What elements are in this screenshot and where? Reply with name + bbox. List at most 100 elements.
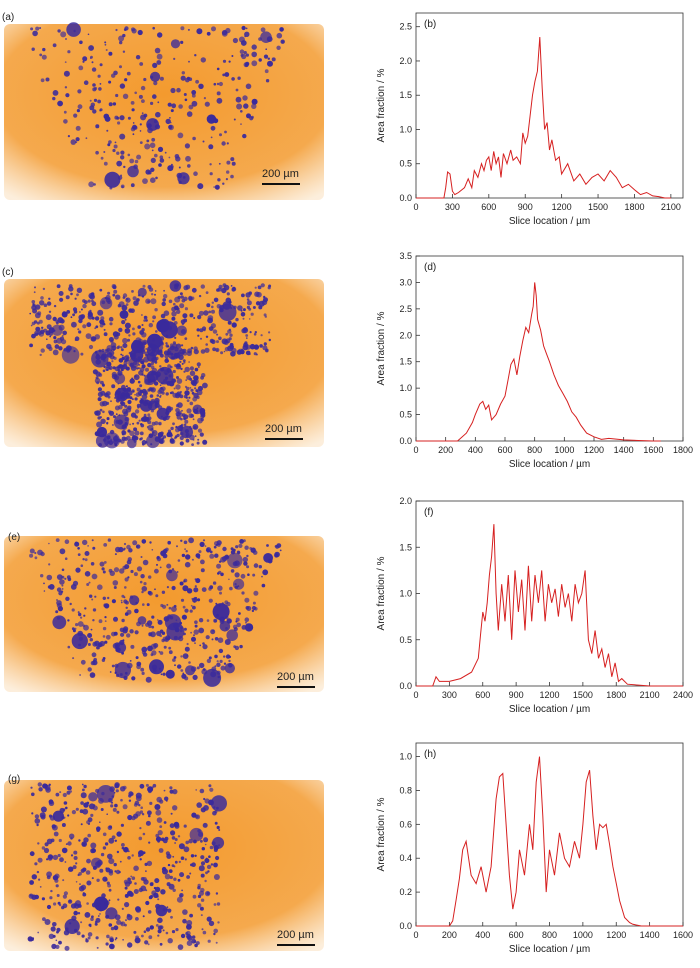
plot-frame xyxy=(415,255,684,442)
x-tick-label: 2100 xyxy=(640,690,660,700)
series-line xyxy=(416,524,683,687)
chart-f: 0 300 600 900 1200 1500 1800 2100 2400 0.0 0.5 1.0 1… xyxy=(370,493,695,728)
tomogram-c: (c) 200 µm xyxy=(0,265,330,457)
x-tick-label: 1000 xyxy=(573,930,593,940)
y-tick-label: 1.5 xyxy=(399,90,412,100)
x-tick-label: 1800 xyxy=(624,202,644,212)
pore-cluster xyxy=(27,782,227,951)
x-axis-title: Slice location / µm xyxy=(509,216,590,227)
y-tick-label: 1.0 xyxy=(399,124,412,134)
x-tick-label: 600 xyxy=(509,930,524,940)
x-tick-label: 0 xyxy=(413,690,418,700)
series-line xyxy=(416,36,671,199)
x-tick-label: 1400 xyxy=(640,930,660,940)
tomogram-a-image xyxy=(4,22,324,200)
y-tick-label: 2.0 xyxy=(399,56,412,66)
x-tick-label: 2400 xyxy=(673,690,693,700)
x-tick-label: 400 xyxy=(468,445,483,455)
y-tick-label: 0.5 xyxy=(399,410,412,420)
y-tick-label: 0.4 xyxy=(399,853,412,863)
y-tick-label: 3.0 xyxy=(399,277,412,287)
y-tick-label: 0.0 xyxy=(399,921,412,931)
chart-b-svg: 0 300 600 900 1200 1500 1800 2100 0.0 0.5 1.0 1.5 2.… xyxy=(376,12,684,227)
tomogram-g-image xyxy=(4,780,324,951)
x-tick-label: 600 xyxy=(497,445,512,455)
x-tick-label: 0 xyxy=(413,930,418,940)
chart-h-svg: 0 200 400 600 800 1000 1200 1400 1600 0.0 0.2 0.4 0.… xyxy=(376,742,693,955)
x-tick-label: 0 xyxy=(413,202,418,212)
y-tick-label: 1.0 xyxy=(399,589,412,599)
x-tick-label: 1200 xyxy=(584,445,604,455)
y-axis-title: Area fraction / % xyxy=(376,797,387,871)
plot-frame xyxy=(415,500,684,687)
x-tick-label: 1400 xyxy=(614,445,634,455)
matrix-body xyxy=(4,279,324,447)
x-tick-label: 900 xyxy=(518,202,533,212)
x-tick-label: 1200 xyxy=(539,690,559,700)
matrix-body xyxy=(4,24,324,200)
x-axis-title: Slice location / µm xyxy=(509,704,590,715)
y-tick-label: 0.0 xyxy=(399,681,412,691)
x-tick-label: 1200 xyxy=(552,202,572,212)
y-tick-label: 2.0 xyxy=(399,496,412,506)
panel-label-e: (e) xyxy=(8,532,21,543)
tomogram-e-image xyxy=(4,536,324,692)
tomogram-g: (g) 200 µm xyxy=(0,766,330,961)
x-tick-label: 600 xyxy=(475,690,490,700)
series-line xyxy=(416,282,661,442)
y-axis-title: Area fraction / % xyxy=(376,556,387,630)
panel-label-g: (g) xyxy=(8,774,21,785)
x-tick-label: 1600 xyxy=(673,930,693,940)
y-tick-label: 0.6 xyxy=(399,819,412,829)
scale-bar-g xyxy=(277,944,315,946)
x-tick-label: 200 xyxy=(438,445,453,455)
panel-label-a: (a) xyxy=(2,12,15,23)
panel-label: (b) xyxy=(424,19,436,30)
y-tick-label: 2.0 xyxy=(399,330,412,340)
y-tick-label: 1.0 xyxy=(399,383,412,393)
tomogram-e: (e) 200 µm xyxy=(0,522,330,702)
x-tick-label: 1000 xyxy=(554,445,574,455)
x-tick-label: 800 xyxy=(542,930,557,940)
y-tick-label: 2.5 xyxy=(399,304,412,314)
y-tick-label: 2.5 xyxy=(399,22,412,32)
tomogram-c-image xyxy=(4,279,324,449)
pore-cluster xyxy=(29,537,282,687)
scale-label-g: 200 µm xyxy=(277,929,314,941)
y-tick-label: 0.0 xyxy=(399,193,412,203)
panel-label: (d) xyxy=(424,262,436,273)
tomogram-a: (a) 200 µm xyxy=(0,10,330,210)
y-tick-label: 1.0 xyxy=(399,752,412,762)
x-tick-label: 600 xyxy=(481,202,496,212)
x-tick-label: 1500 xyxy=(573,690,593,700)
x-tick-label: 300 xyxy=(445,202,460,212)
panel-label-c: (c) xyxy=(2,267,14,278)
scale-label-c: 200 µm xyxy=(265,423,302,435)
scale-bar-c xyxy=(265,438,303,440)
x-tick-label: 400 xyxy=(475,930,490,940)
scale-bar-e xyxy=(277,686,315,688)
x-tick-label: 300 xyxy=(442,690,457,700)
x-tick-label: 1200 xyxy=(606,930,626,940)
y-tick-label: 3.5 xyxy=(399,251,412,261)
x-tick-label: 0 xyxy=(413,445,418,455)
x-axis-title: Slice location / µm xyxy=(509,944,590,955)
chart-h: 0 200 400 600 800 1000 1200 1400 1600 0.0 0.2 0.4 0.… xyxy=(370,735,695,968)
panel-label: (h) xyxy=(424,749,436,760)
x-tick-label: 200 xyxy=(442,930,457,940)
chart-d: 0 200 400 600 800 1000 1200 1400 1600 1800 0.0 0.5 1… xyxy=(370,248,695,483)
y-tick-label: 1.5 xyxy=(399,357,412,367)
x-tick-label: 1600 xyxy=(643,445,663,455)
scale-label-e: 200 µm xyxy=(277,671,314,683)
scale-bar-a xyxy=(262,183,300,185)
y-tick-label: 0.5 xyxy=(399,635,412,645)
x-tick-label: 1800 xyxy=(673,445,693,455)
matrix-body xyxy=(4,536,324,692)
y-tick-label: 0.5 xyxy=(399,159,412,169)
x-tick-label: 900 xyxy=(509,690,524,700)
y-tick-label: 0.2 xyxy=(399,887,412,897)
y-axis-title: Area fraction / % xyxy=(376,311,387,385)
plot-frame xyxy=(415,12,684,199)
x-tick-label: 1500 xyxy=(588,202,608,212)
y-tick-label: 0.8 xyxy=(399,785,412,795)
